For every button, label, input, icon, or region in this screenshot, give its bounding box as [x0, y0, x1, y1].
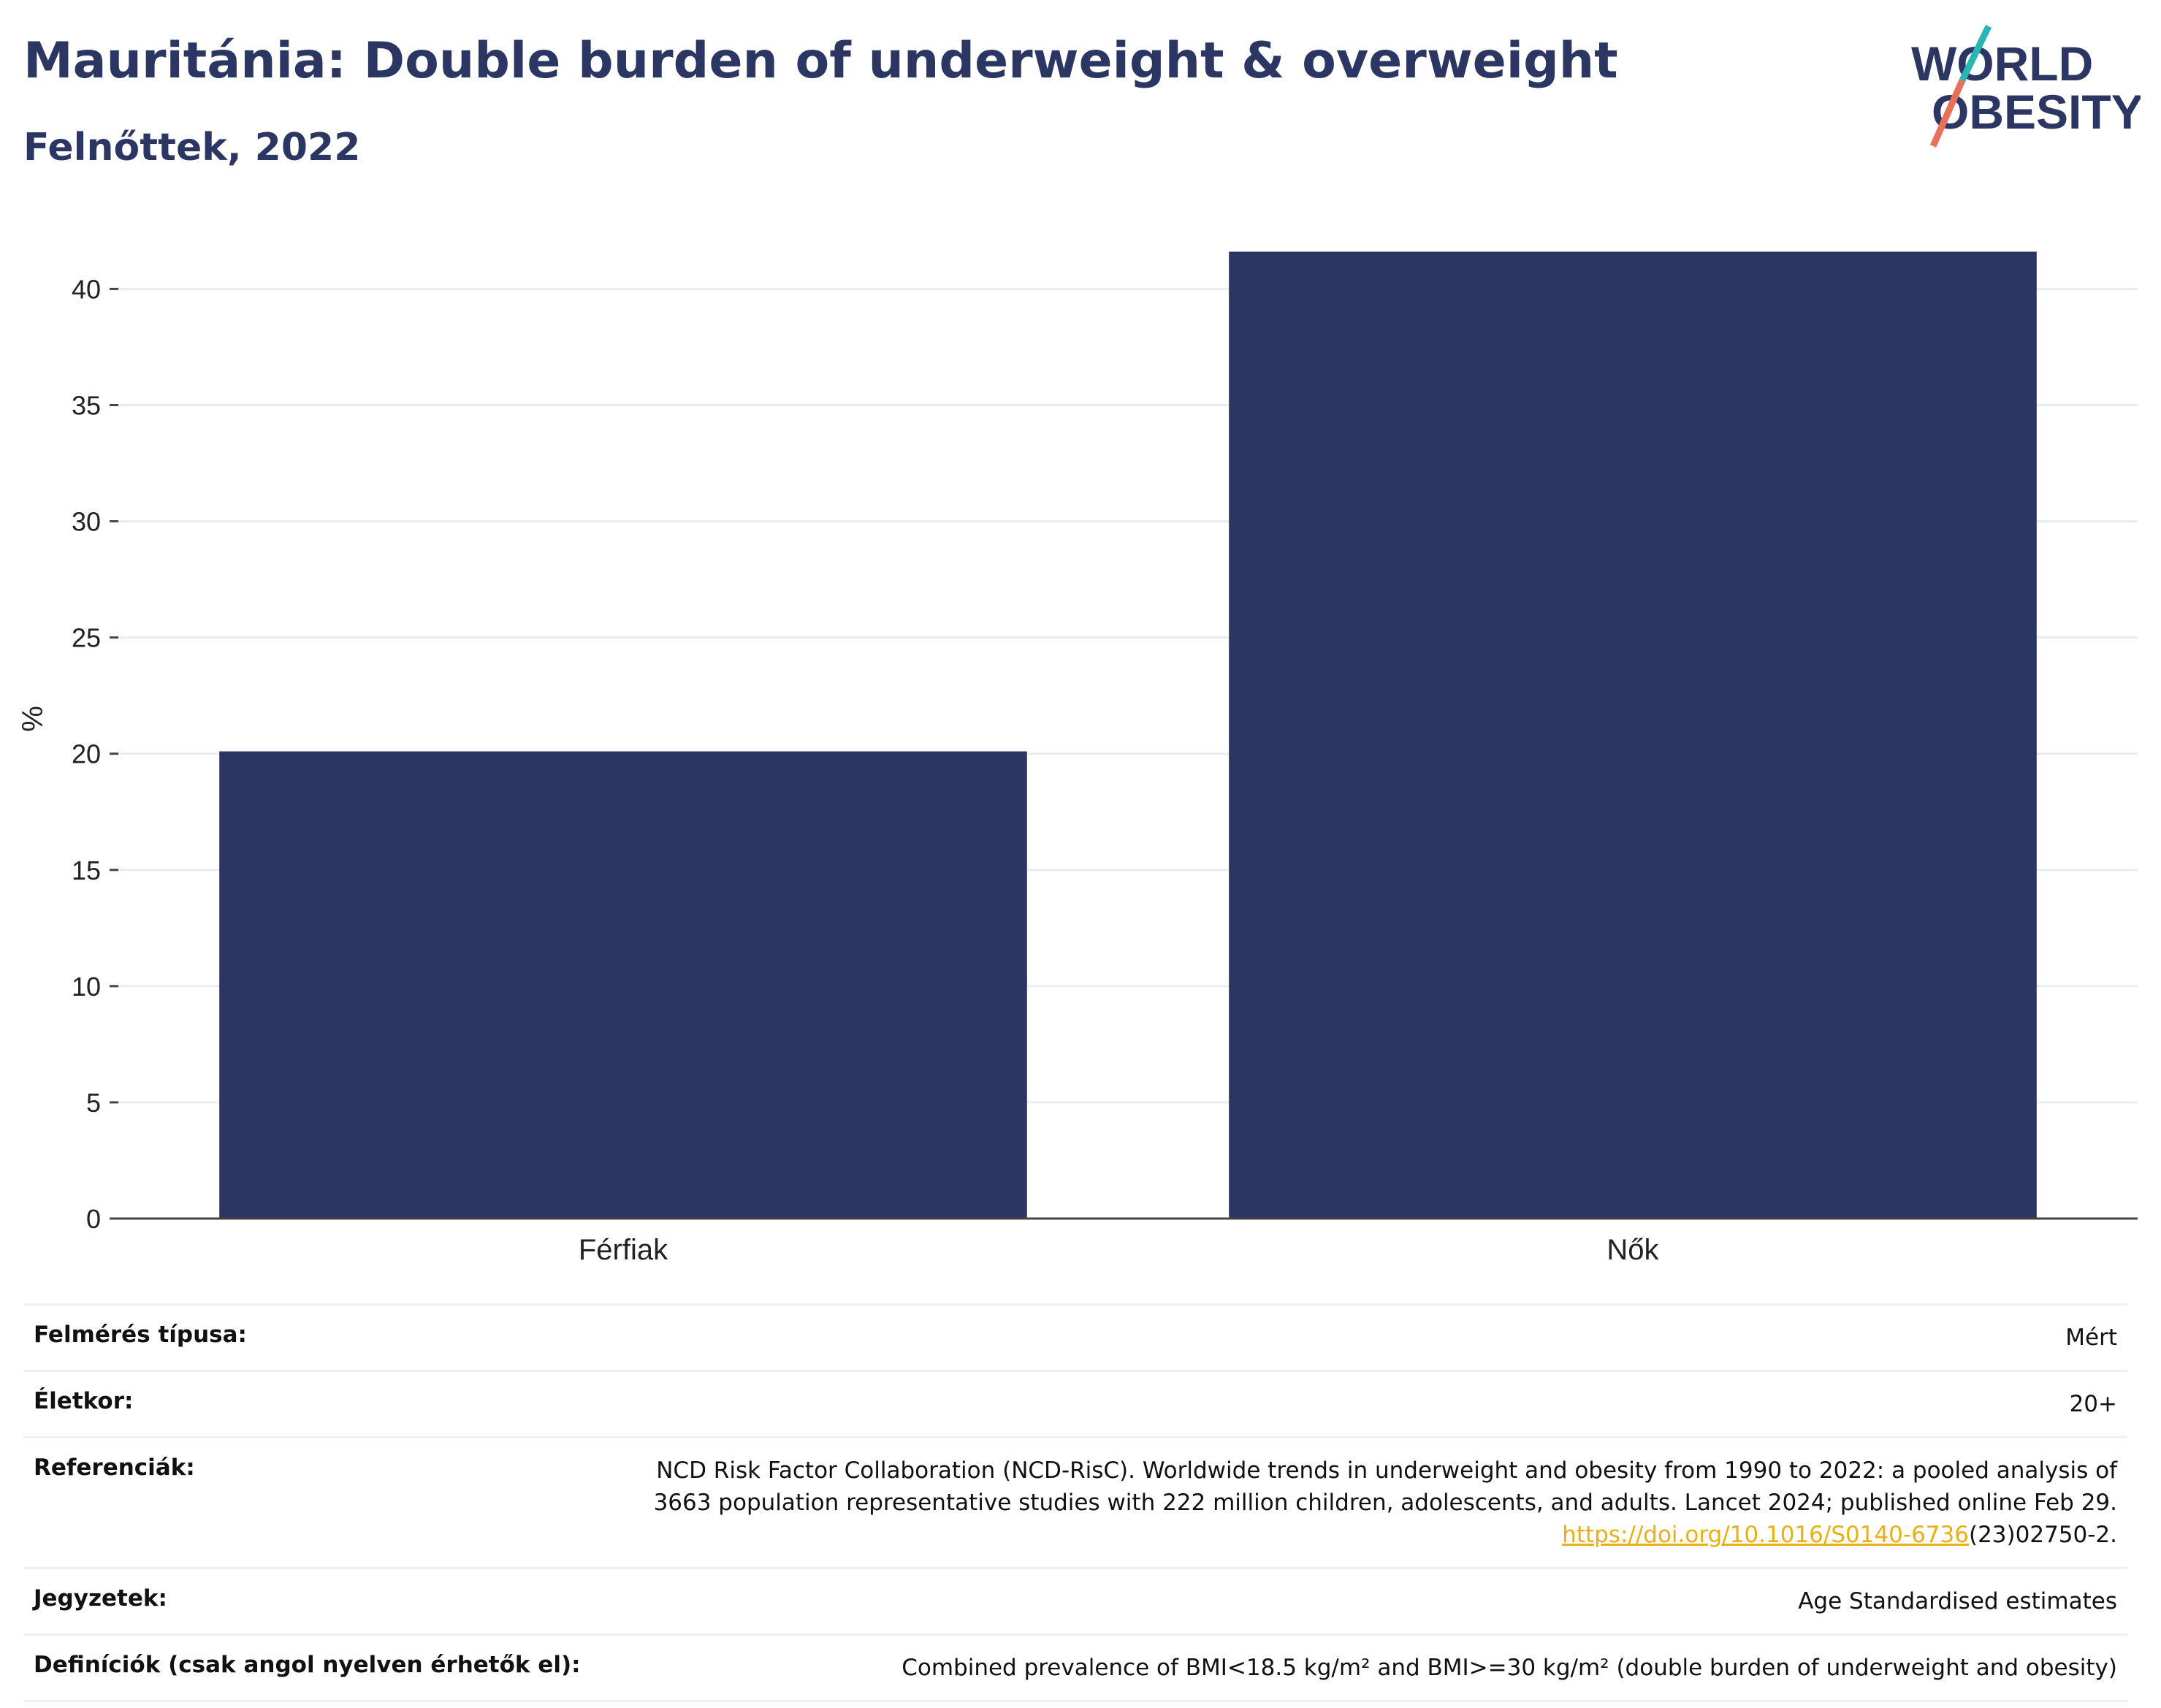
y-tick-label: 40: [72, 274, 101, 304]
logo-text-world: WORLD: [1911, 37, 2093, 91]
logo-slash-coral: [1929, 79, 1966, 148]
notes-label: Jegyzetek:: [34, 1585, 167, 1612]
y-axis-label: %: [17, 706, 49, 732]
world-obesity-logo: WORLD OBESITY: [1911, 25, 2141, 148]
x-tick-label: Férfiak: [579, 1234, 668, 1266]
y-tick-label: 20: [72, 739, 101, 769]
info-row-survey: Felmérés típusa: Mért: [23, 1303, 2127, 1370]
age-value: 20+: [2069, 1391, 2117, 1418]
survey-type-value: Mért: [2065, 1324, 2117, 1351]
reference-doi-tail: (23)02750-2.: [1968, 1522, 2117, 1549]
y-tick-label: 15: [72, 855, 101, 885]
notes-value: Age Standardised estimates: [1798, 1588, 2117, 1615]
reference-line-1: NCD Risk Factor Collaboration (NCD-RisC)…: [656, 1457, 2117, 1484]
bar-chart: 0 5 10 15 20 25 30 35 40 Férfiak Nők %: [17, 251, 2138, 1266]
age-label: Életkor:: [34, 1388, 134, 1415]
y-tick-label: 35: [72, 391, 101, 421]
reference-line-2: 3663 population representative studies w…: [653, 1490, 2117, 1517]
y-tick-label: 10: [72, 972, 101, 1002]
logo-slash-teal: [1959, 25, 1992, 82]
bar-2: [1229, 251, 2037, 1219]
reference-doi-link[interactable]: https://doi.org/10.1016/S0140-6736: [1562, 1522, 1969, 1549]
info-table: Felmérés típusa: Mért Életkor: 20+ Refer…: [23, 1303, 2127, 1703]
info-row-notes: Jegyzetek: Age Standardised estimates: [23, 1567, 2127, 1633]
info-row-references: Referenciák: NCD Risk Factor Collaborati…: [23, 1436, 2127, 1567]
references-value: NCD Risk Factor Collaboration (NCD-RisC)…: [654, 1455, 2117, 1551]
bars: [219, 251, 2037, 1219]
definitions-label: Definíciók (csak angol nyelven érhetők e…: [34, 1652, 581, 1679]
y-tick-label: 5: [86, 1088, 101, 1118]
definitions-value: Combined prevalence of BMI<18.5 kg/m² an…: [902, 1655, 2117, 1682]
chart-title: Mauritánia: Double burden of underweight…: [23, 32, 1618, 90]
references-label: Referenciák:: [34, 1455, 195, 1482]
chart-subtitle: Felnőttek, 2022: [23, 126, 361, 169]
info-row-definitions: Definíciók (csak angol nyelven érhetők e…: [23, 1633, 2127, 1703]
y-axis-ticks: 0 5 10 15 20 25 30 35 40: [72, 274, 118, 1234]
logo-text-obesity: OBESITY: [1932, 85, 2141, 139]
bar-1: [219, 751, 1027, 1219]
survey-type-label: Felmérés típusa:: [34, 1322, 247, 1348]
y-tick-label: 30: [72, 507, 101, 537]
info-row-age: Életkor: 20+: [23, 1370, 2127, 1436]
x-tick-label: Nők: [1607, 1234, 1659, 1266]
x-axis-ticks: Férfiak Nők: [579, 1234, 1660, 1266]
y-tick-label: 25: [72, 623, 101, 653]
y-tick-label: 0: [86, 1204, 101, 1234]
